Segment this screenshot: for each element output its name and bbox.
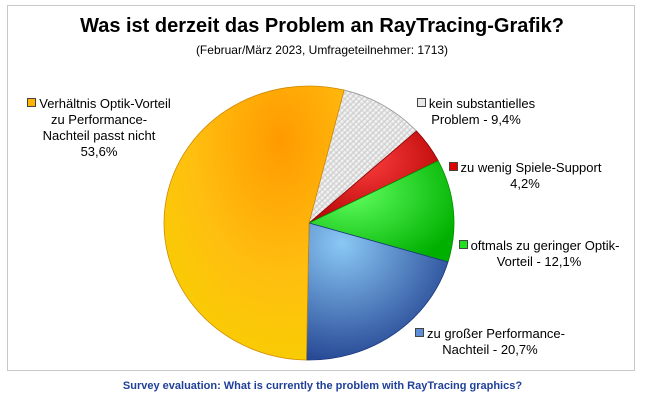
legend-entry-optik-vorteil: oftmals zu geringer Optik- Vorteil - 12,1… — [454, 238, 624, 270]
legend-entry-spiele-support: zu wenig Spiele-Support 4,2% — [440, 160, 610, 192]
chart-subtitle: (Februar/März 2023, Umfrageteilnehmer: 1… — [195, 43, 449, 57]
legend-label-line: Nachteil passt nicht — [42, 128, 156, 143]
legend-label-line: zu Performance- — [50, 112, 148, 127]
legend-label-line: oftmals zu geringer Optik- — [454, 238, 624, 254]
pie-chart — [163, 85, 455, 361]
legend-swatch — [415, 328, 424, 337]
legend-label-line: Verhältnis Optik-Vorteil — [14, 96, 184, 112]
legend-label-line: 53,6% — [80, 144, 118, 159]
legend-label-line: kein substantielles — [406, 96, 546, 112]
legend-label-line: zu großer Performance- — [410, 326, 570, 342]
legend-swatch — [448, 162, 458, 171]
pie-slice-verhaeltnis — [163, 85, 345, 361]
pie-slice-optik-vorteil — [307, 160, 455, 263]
legend-entry-verhaeltnis: Verhältnis Optik-Vorteil zu Performance- N… — [14, 96, 184, 160]
legend-label-line: Vorteil - 12,1% — [496, 254, 582, 269]
caption: Survey evaluation: What is currently the… — [122, 380, 523, 392]
pie-slice-kein-problem — [308, 89, 418, 225]
legend-swatch — [458, 240, 468, 249]
legend-entry-performance-nachteil: zu großer Performance- Nachteil - 20,7% — [410, 326, 570, 358]
chart-frame: Was ist derzeit das Problem an RayTracin… — [7, 5, 635, 371]
pie-slice-performance-nachteil — [305, 222, 449, 361]
legend-label-line: 4,2% — [510, 176, 540, 191]
legend-label-line: Problem - 9,4% — [431, 112, 521, 127]
legend-label-line: zu wenig Spiele-Support — [440, 160, 610, 176]
legend-swatch — [27, 98, 37, 107]
legend-swatch — [416, 98, 426, 107]
legend-label-line: Nachteil - 20,7% — [442, 342, 538, 357]
chart-title: Was ist derzeit das Problem an RayTracin… — [80, 15, 564, 37]
legend-entry-kein-problem: kein substantielles Problem - 9,4% — [406, 96, 546, 128]
